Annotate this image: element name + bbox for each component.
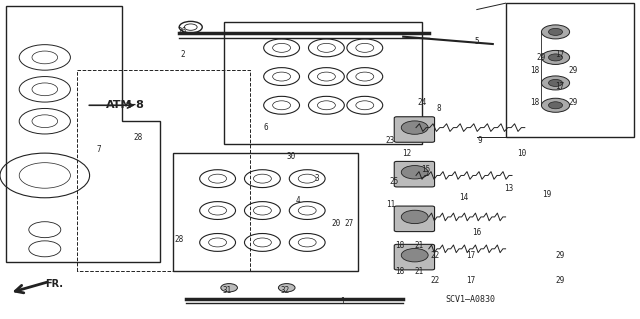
Circle shape — [548, 54, 563, 61]
Text: 4: 4 — [295, 197, 300, 205]
Circle shape — [541, 25, 570, 39]
Circle shape — [401, 210, 428, 224]
Text: 32: 32 — [280, 286, 289, 295]
Text: 10: 10 — [517, 149, 526, 158]
Circle shape — [401, 121, 428, 134]
Text: 21: 21 — [415, 241, 424, 250]
Text: 23: 23 — [386, 136, 395, 145]
Text: 19: 19 — [543, 190, 552, 199]
Text: SCV1–A0830: SCV1–A0830 — [445, 295, 495, 304]
Text: 22: 22 — [431, 251, 440, 260]
Circle shape — [548, 28, 563, 35]
Text: 6: 6 — [263, 123, 268, 132]
Text: 31: 31 — [223, 286, 232, 295]
Circle shape — [401, 249, 428, 262]
Text: 29: 29 — [556, 251, 564, 260]
Text: 12: 12 — [402, 149, 411, 158]
Text: 13: 13 — [504, 184, 513, 193]
Circle shape — [278, 284, 295, 292]
Text: 20: 20 — [332, 219, 340, 228]
Text: 5: 5 — [474, 37, 479, 46]
Text: 26: 26 — [178, 27, 187, 36]
Circle shape — [221, 284, 237, 292]
Text: 17: 17 — [556, 50, 564, 59]
Circle shape — [541, 98, 570, 112]
Circle shape — [541, 50, 570, 64]
Text: 21: 21 — [415, 267, 424, 276]
Circle shape — [548, 102, 563, 109]
Text: 18: 18 — [530, 98, 539, 107]
Text: 2: 2 — [180, 50, 185, 59]
Text: 28: 28 — [133, 133, 142, 142]
Text: 24: 24 — [418, 98, 427, 107]
Text: 17: 17 — [466, 276, 475, 285]
Text: 18: 18 — [530, 66, 539, 75]
Text: 11: 11 — [386, 200, 395, 209]
Text: 17: 17 — [466, 251, 475, 260]
Text: ATM-8: ATM-8 — [106, 100, 145, 110]
Text: 25: 25 — [389, 177, 398, 186]
Text: 30: 30 — [287, 152, 296, 161]
Text: 29: 29 — [556, 276, 564, 285]
Text: 18: 18 — [396, 267, 404, 276]
FancyBboxPatch shape — [394, 161, 435, 187]
Text: 1: 1 — [340, 297, 345, 306]
Text: 15: 15 — [421, 165, 430, 174]
Text: 3: 3 — [314, 174, 319, 183]
Circle shape — [401, 166, 428, 179]
FancyBboxPatch shape — [394, 117, 435, 142]
Text: 16: 16 — [472, 228, 481, 237]
Text: 18: 18 — [396, 241, 404, 250]
Text: 29: 29 — [568, 98, 577, 107]
Text: FR.: FR. — [45, 279, 63, 289]
Text: 8: 8 — [436, 104, 441, 113]
Text: 22: 22 — [431, 276, 440, 285]
Text: 27: 27 — [344, 219, 353, 228]
Circle shape — [548, 79, 563, 86]
FancyBboxPatch shape — [394, 244, 435, 270]
Text: 17: 17 — [556, 82, 564, 91]
Circle shape — [541, 76, 570, 90]
Text: 7: 7 — [97, 145, 102, 154]
Text: 9: 9 — [477, 136, 483, 145]
Text: 29: 29 — [536, 53, 545, 62]
Text: 29: 29 — [568, 66, 577, 75]
Text: 14: 14 — [460, 193, 468, 202]
Text: 28: 28 — [175, 235, 184, 244]
FancyBboxPatch shape — [394, 206, 435, 232]
